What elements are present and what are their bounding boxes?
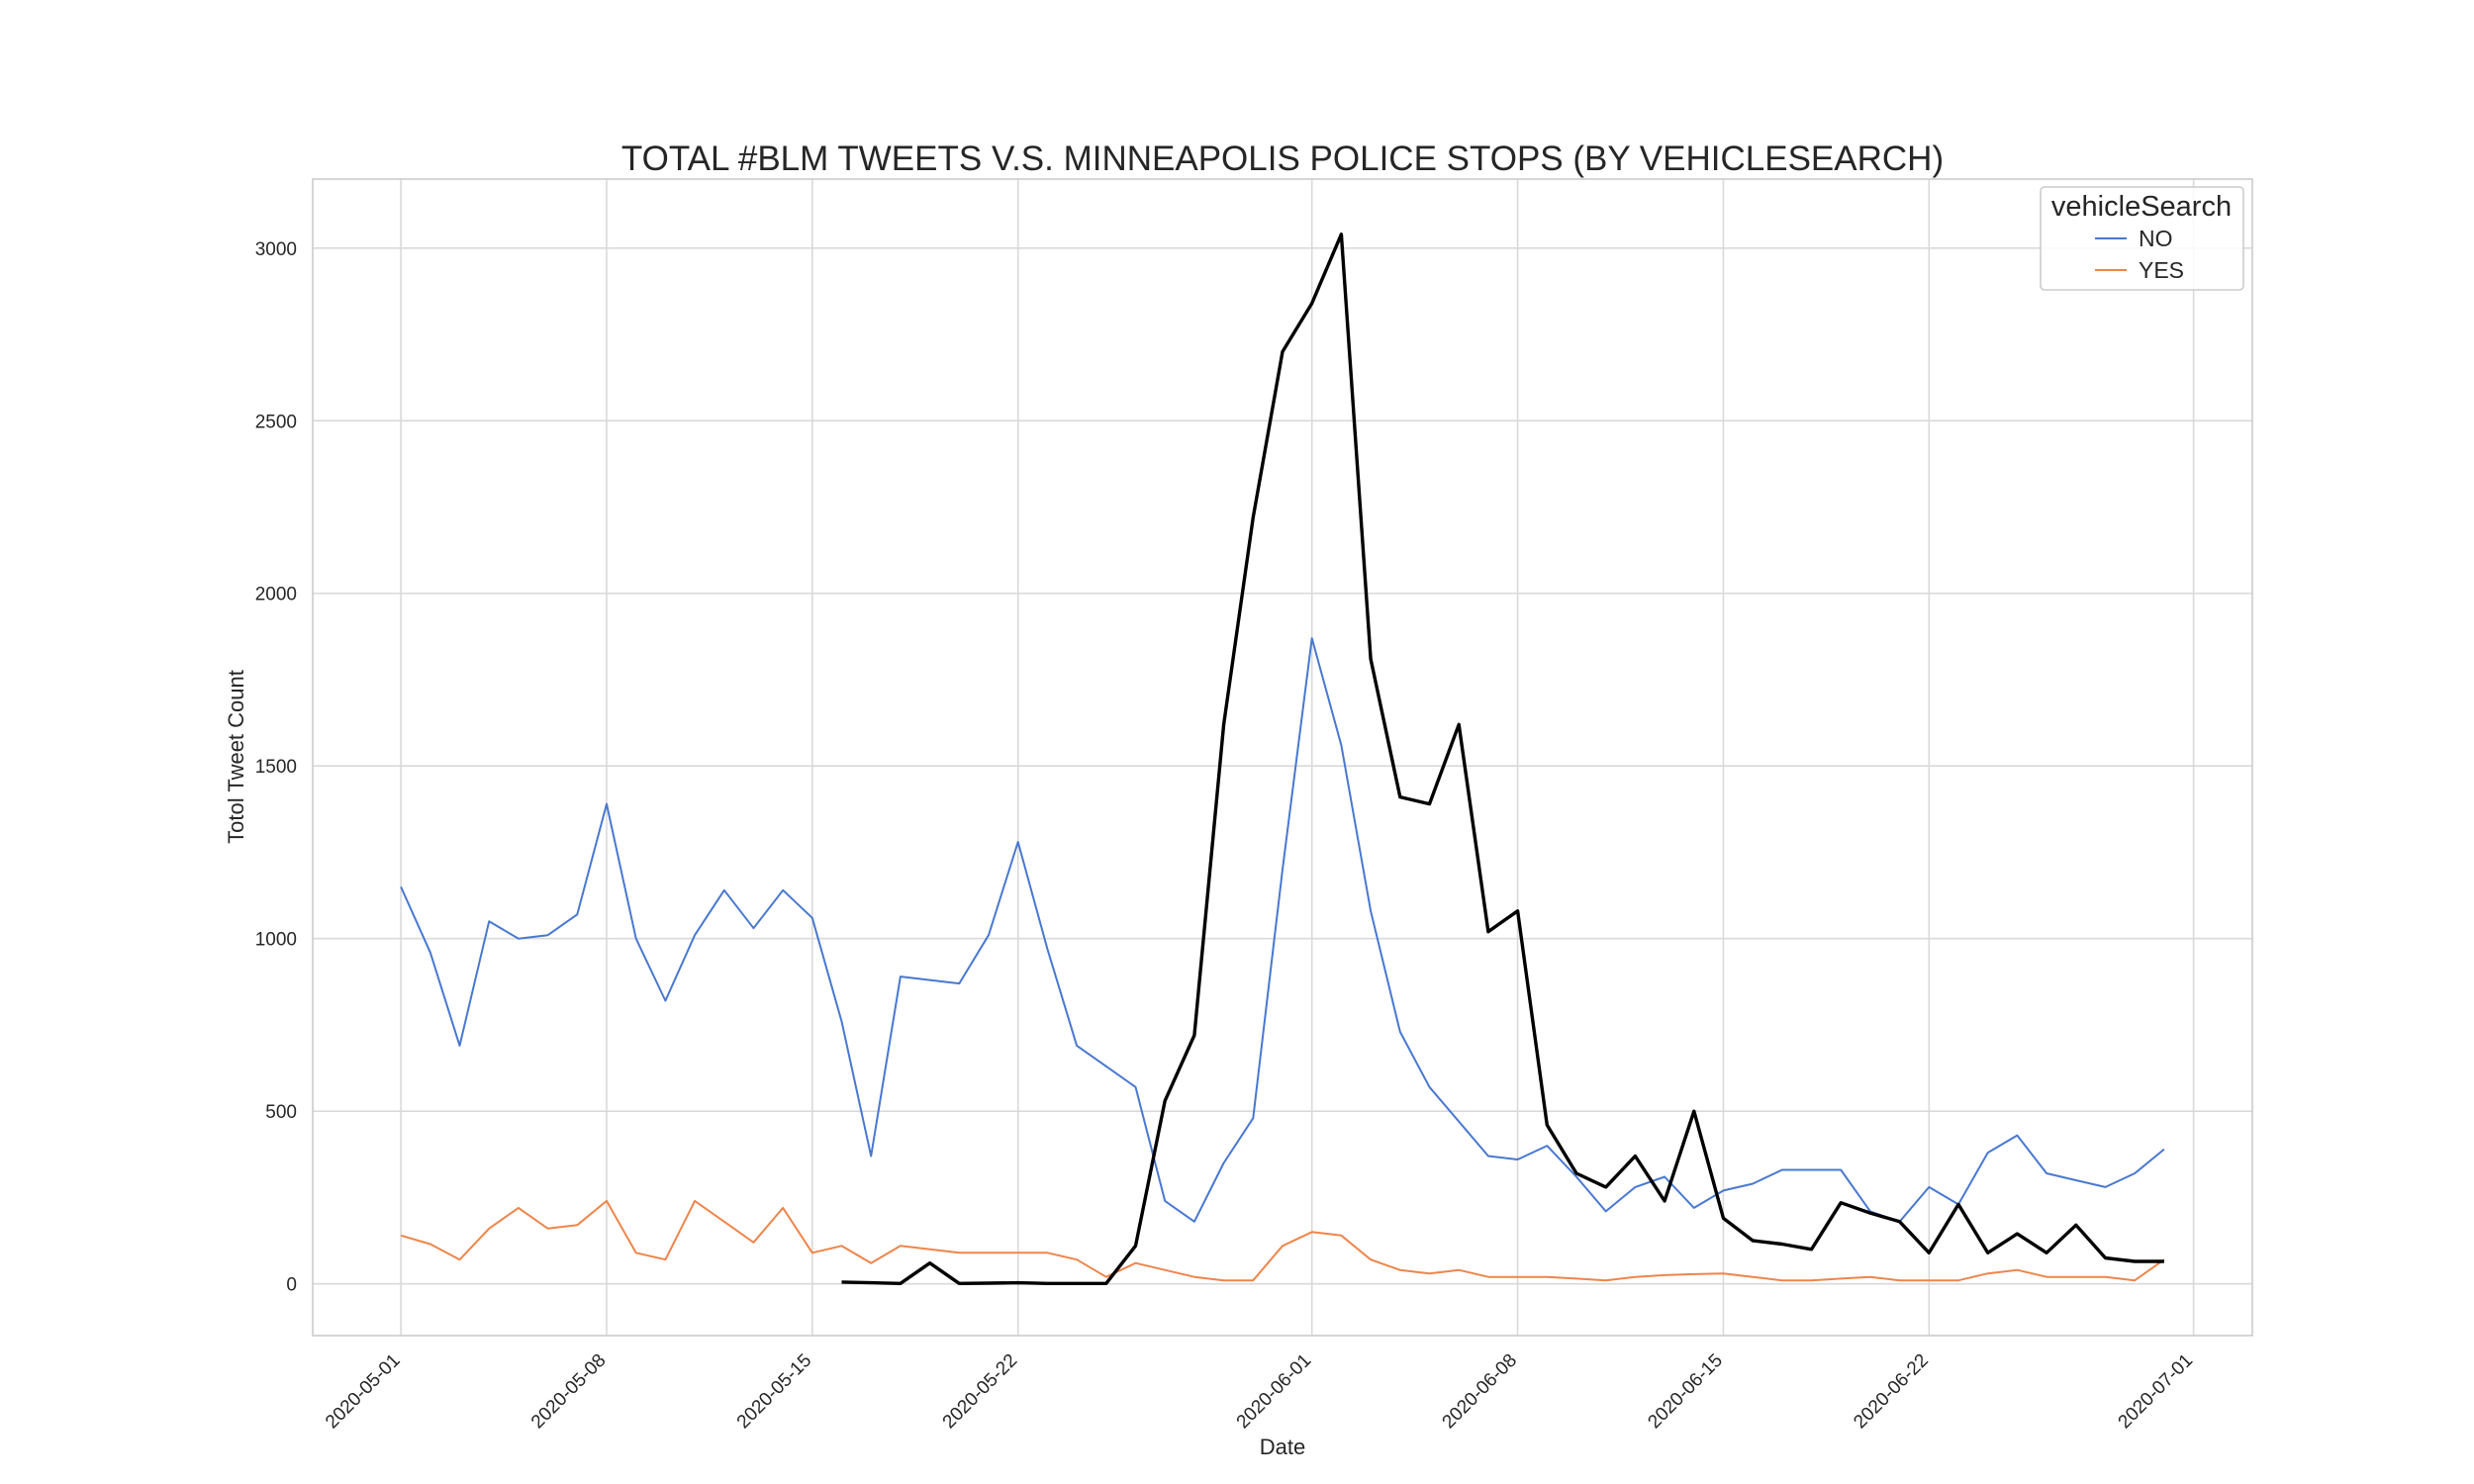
x-tick-label: 2020-06-01 (1233, 1350, 1316, 1434)
series-line-yes (400, 1199, 2165, 1282)
series-line-no (400, 637, 2165, 1223)
y-tick-label: 0 (286, 1275, 297, 1296)
x-tick-label: 2020-05-08 (527, 1350, 611, 1434)
series-lines (400, 232, 2165, 1286)
x-tick-label: 2020-06-15 (1644, 1350, 1727, 1434)
x-tick-label: 2020-06-08 (1439, 1350, 1522, 1434)
x-tick-label: 2020-05-22 (939, 1350, 1022, 1434)
y-tick-label: 2500 (255, 412, 297, 432)
y-tick-label: 500 (265, 1102, 297, 1123)
legend-label-no: NO (2139, 226, 2173, 251)
legend: vehicleSearch NO YES (2040, 186, 2244, 291)
x-axis-label: Date (1260, 1435, 1305, 1459)
y-axis-label: Totol Tweet Count (224, 670, 248, 844)
x-tick-label: 2020-07-01 (2115, 1350, 2198, 1434)
legend-title: vehicleSearch (2051, 191, 2232, 223)
x-tick-label: 2020-05-01 (322, 1350, 405, 1434)
x-axis-ticks: 2020-05-01 2020-05-08 2020-05-15 2020-05-22… (322, 1350, 2197, 1434)
x-tick-label: 2020-05-15 (733, 1350, 816, 1434)
y-tick-label: 2000 (255, 585, 297, 605)
y-tick-label: 3000 (255, 239, 297, 260)
y-axis-ticks: 0 500 1000 1500 2000 2500 3000 (255, 239, 297, 1296)
x-tick-label: 2020-06-22 (1850, 1350, 1933, 1434)
chart-title: TOTAL #BLM TWEETS V.S. MINNEAPOLIS POLIC… (621, 139, 1944, 178)
legend-label-yes: YES (2139, 257, 2184, 283)
y-tick-label: 1500 (255, 757, 297, 778)
y-tick-label: 1000 (255, 930, 297, 951)
plot-frame (312, 178, 2253, 1337)
legend-box (2040, 186, 2244, 291)
series-line-3 (841, 232, 2164, 1286)
grid (313, 179, 2252, 1336)
